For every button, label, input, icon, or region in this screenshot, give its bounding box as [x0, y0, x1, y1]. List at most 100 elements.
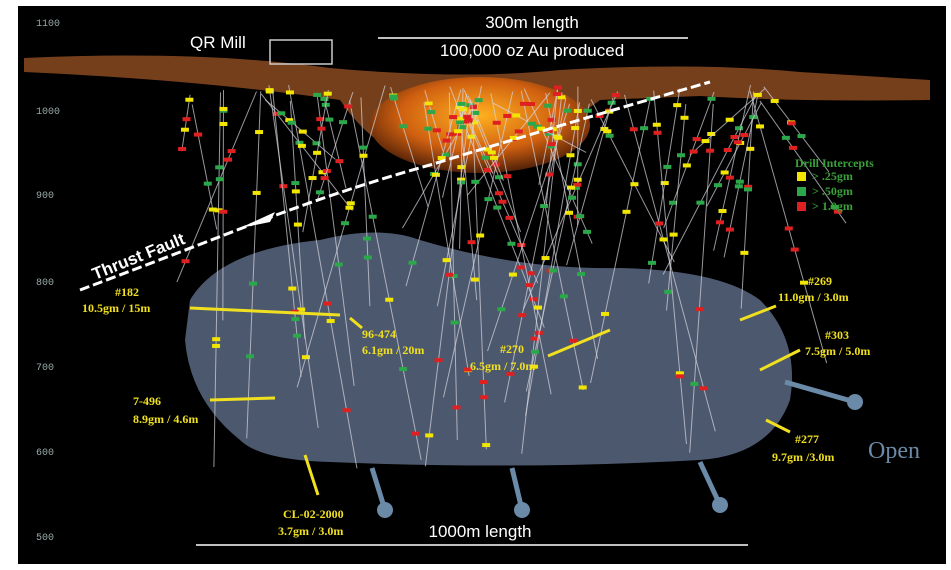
intercept-tick: [265, 88, 274, 93]
fault-arrow: [240, 212, 275, 228]
intercept-tick: [457, 165, 466, 170]
intercept-tick: [756, 124, 765, 129]
intercept-tick: [467, 240, 476, 245]
intercept-pointer: [759, 348, 801, 372]
legend-label: > 1.0gm: [812, 199, 853, 213]
intercept-tick: [770, 98, 779, 103]
intercept-tick: [452, 405, 461, 410]
elevation-label: 1100: [36, 19, 60, 30]
drill-hole: [405, 89, 462, 287]
intercept-grade: 9.7gm /3.0m: [772, 450, 834, 464]
intercept-tick: [566, 185, 575, 190]
intercept-tick: [557, 95, 566, 100]
intercept-tick: [571, 126, 580, 131]
intercept-tick: [345, 205, 354, 210]
drill-hole: [264, 99, 336, 160]
intercept-tick: [512, 113, 521, 118]
intercept-tick: [458, 125, 467, 130]
intercept-hole: CL-02-2000: [283, 507, 344, 521]
intercept-tick: [530, 336, 539, 341]
intercept-hole: 7-496: [133, 394, 161, 408]
elevation-label: 800: [36, 278, 54, 289]
intercept-tick: [506, 371, 515, 376]
intercept-tick: [317, 126, 326, 131]
intercept-tick: [248, 281, 257, 286]
intercept-tick: [680, 115, 689, 120]
intercept-tick: [725, 175, 734, 180]
intercept-pointer: [189, 306, 341, 317]
legend-swatch: [797, 172, 806, 181]
intercept-tick: [519, 101, 528, 106]
intercept-tick: [629, 127, 638, 132]
intercept-tick: [181, 259, 190, 264]
intercept-tick: [297, 143, 306, 148]
intercept-tick: [647, 260, 656, 265]
drill-hole: [467, 92, 551, 196]
intercept-tick: [456, 116, 465, 121]
intercept-tick: [753, 92, 762, 97]
intercept-tick: [450, 320, 459, 325]
intercept-tick: [526, 102, 535, 107]
intercept-tick: [735, 126, 744, 131]
intercept-tick: [541, 256, 550, 261]
legend-swatch: [797, 202, 806, 211]
intercept-tick: [323, 91, 332, 96]
intercept-tick: [563, 108, 572, 113]
intercept-tick: [471, 179, 480, 184]
intercept-tick: [527, 121, 536, 126]
intercept-tick: [318, 170, 327, 175]
intercept-tick: [545, 172, 554, 177]
intercept-tick: [788, 145, 797, 150]
intercept-tick: [182, 117, 191, 122]
intercept-tick: [323, 301, 332, 306]
intercept-tick: [497, 307, 506, 312]
elevation-label: 700: [36, 363, 54, 374]
drill-hole: [590, 99, 675, 263]
open-arrow-head: [514, 502, 530, 518]
intercept-tick: [320, 97, 329, 102]
intercept-grade: 7.5gm / 5.0m: [805, 344, 870, 358]
drill-hole: [272, 90, 302, 377]
intercept-tick: [208, 207, 217, 212]
open-label: Open: [868, 438, 920, 464]
intercept-tick: [246, 354, 255, 359]
intercept-tick: [219, 209, 228, 214]
intercept-tick: [707, 96, 716, 101]
intercept-tick: [224, 157, 233, 162]
intercept-tick: [509, 135, 518, 140]
intercept-tick: [640, 126, 649, 131]
elevation-label: 900: [36, 191, 54, 202]
intercept-tick: [425, 433, 434, 438]
drill-hole: [490, 93, 552, 395]
intercept-tick: [547, 117, 556, 122]
intercept-tick: [288, 286, 297, 291]
drill-hole: [590, 98, 651, 384]
drill-hole: [302, 89, 329, 233]
intercept-grade: 10.5gm / 15m: [82, 301, 150, 315]
drill-hole: [666, 104, 687, 311]
drill-hole: [423, 102, 470, 376]
intercept-tick: [682, 163, 691, 168]
intercept-tick: [185, 97, 194, 102]
intercept-tick: [293, 333, 302, 338]
intercept-tick: [571, 185, 580, 190]
intercept-grade: 6.1gm / 20m: [362, 343, 424, 357]
intercept-tick: [744, 184, 753, 189]
intercept-tick: [301, 355, 310, 360]
intercept-tick: [568, 195, 577, 200]
drill-hole: [360, 97, 371, 307]
drill-hole: [663, 91, 715, 229]
intercept-tick: [362, 236, 371, 241]
intercept-tick: [740, 133, 749, 138]
intercept-tick: [565, 210, 574, 215]
intercept-hole: #182: [115, 285, 139, 299]
intercept-tick: [554, 135, 563, 140]
intercept-tick: [446, 132, 455, 137]
intercept-tick: [603, 129, 612, 134]
intercept-tick: [474, 98, 483, 103]
intercept-grade: 3.7gm / 3.0m: [278, 524, 343, 538]
intercept-tick: [534, 305, 543, 310]
open-arrow-head: [377, 502, 393, 518]
intercept-tick: [830, 205, 839, 210]
intercept-hole: 96-474: [362, 327, 396, 341]
